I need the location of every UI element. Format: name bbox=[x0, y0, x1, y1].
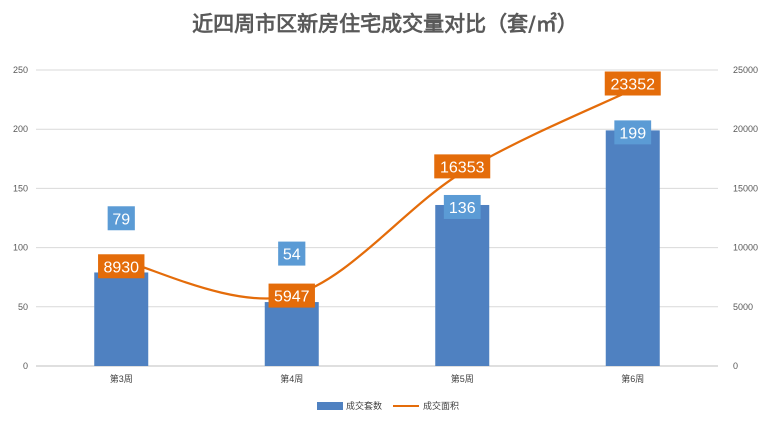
bar-data-label: 54 bbox=[283, 247, 301, 264]
line-data-label-box bbox=[434, 154, 491, 179]
bar-data-label-box bbox=[443, 194, 481, 219]
left-tick-label: 250 bbox=[13, 65, 28, 75]
right-tick-label: 5000 bbox=[733, 302, 753, 312]
category-label: 第5周 bbox=[451, 373, 474, 384]
line-series bbox=[121, 88, 634, 300]
bar-series bbox=[94, 130, 660, 366]
line-data-label-box bbox=[268, 283, 315, 308]
bar bbox=[605, 130, 660, 366]
left-tick-label: 0 bbox=[23, 361, 28, 371]
bar-data-label: 136 bbox=[449, 200, 476, 217]
legend-label-line: 成交面积 bbox=[423, 400, 459, 412]
bar bbox=[264, 302, 319, 366]
bar-data-label: 79 bbox=[112, 211, 130, 228]
left-tick-label: 200 bbox=[13, 124, 28, 134]
line-data-label: 5947 bbox=[274, 289, 310, 306]
gridlines bbox=[36, 69, 718, 367]
line-data-label: 8930 bbox=[103, 259, 139, 276]
left-tick-label: 50 bbox=[18, 302, 28, 312]
line-data-label: 23352 bbox=[611, 77, 656, 94]
data-labels: 79 54 136 199 8930 5947 16353 23352 bbox=[98, 71, 661, 308]
category-label: 第3周 bbox=[110, 373, 133, 384]
category-label: 第4周 bbox=[280, 373, 303, 384]
category-label: 第6周 bbox=[621, 373, 644, 384]
right-tick-label: 10000 bbox=[733, 243, 758, 253]
bar-data-label-box bbox=[107, 206, 135, 231]
bar-data-label-box bbox=[278, 241, 306, 266]
legend-label-bar: 成交套数 bbox=[346, 400, 382, 412]
bar bbox=[94, 272, 149, 366]
line-data-label: 16353 bbox=[440, 159, 485, 176]
line-path bbox=[121, 88, 634, 300]
chart-title: 近四周市区新房住宅成交量对比（套/㎡） bbox=[192, 12, 578, 36]
line-data-label-box bbox=[98, 254, 145, 279]
line-data-label-box bbox=[604, 71, 661, 96]
right-tick-label: 15000 bbox=[733, 183, 758, 193]
right-tick-label: 20000 bbox=[733, 124, 758, 134]
bar-data-label-box bbox=[614, 120, 652, 145]
bar bbox=[435, 204, 490, 366]
left-tick-label: 100 bbox=[13, 243, 28, 253]
legend-swatch-bar bbox=[317, 402, 343, 410]
bar-data-label: 199 bbox=[619, 125, 646, 142]
legend: 成交套数 成交面积 bbox=[317, 400, 459, 412]
category-axis-labels: 第3周 第4周 第5周 第6周 bbox=[110, 373, 645, 384]
left-axis-ticks: 0 50 100 150 200 250 bbox=[13, 65, 28, 371]
right-tick-label: 0 bbox=[733, 361, 738, 371]
right-axis-ticks: 0 5000 10000 15000 20000 25000 bbox=[733, 65, 758, 371]
left-tick-label: 150 bbox=[13, 183, 28, 193]
right-tick-label: 25000 bbox=[733, 65, 758, 75]
